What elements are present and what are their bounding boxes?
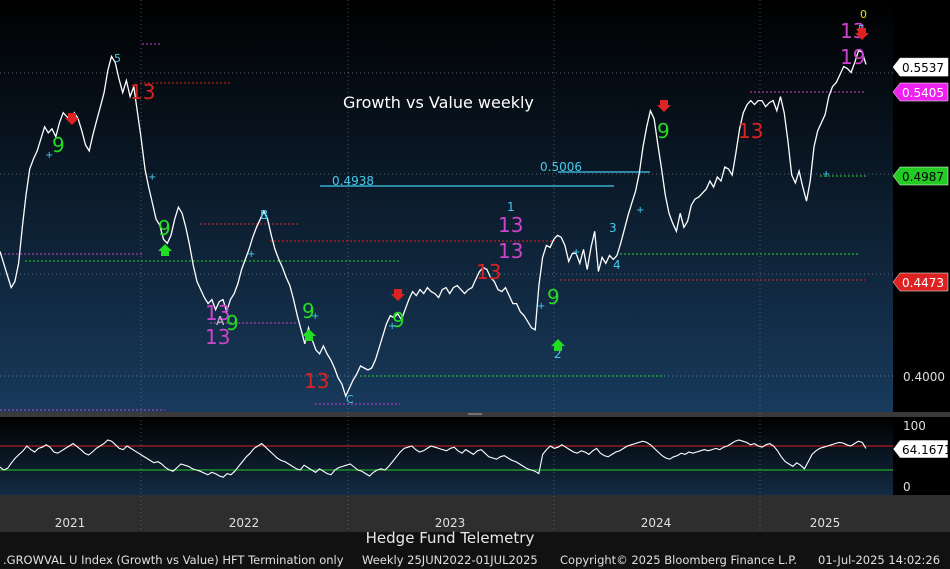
sell-arrow-3 [855,28,869,40]
annotation-24: 13 [738,119,763,143]
plus-marker-7: + [636,205,644,216]
chart-title: Growth vs Value weekly [343,93,534,112]
price-line [0,49,867,398]
x-axis-label-4: 2025 [810,516,841,530]
oscillator [0,439,893,478]
annotation-22: 4 [613,258,621,272]
footer-ticker: .GROWVAL U Index (Growth vs Value) HFT T… [3,553,344,567]
annotation-25: 0 [860,8,867,21]
plus-marker-0: + [45,150,53,161]
annotation-6: A [216,314,225,328]
annotation-14: 0.5006 [540,160,582,174]
annotation-10: 13 [304,369,329,393]
osc-line [0,439,867,478]
annotation-5: 13 [205,301,230,325]
price-marker-box-1 [892,82,949,102]
buy-arrow-0 [158,244,172,256]
annotation-20: 2 [554,347,562,361]
osc-last-box [892,439,949,459]
annotation-28: 19 [840,45,865,69]
price-marker-box-2 [892,166,949,186]
annotation-0: 9 [52,133,65,157]
x-axis-label-3: 2024 [641,516,672,530]
footer-line: .GROWVAL U Index (Growth vs Value) HFT T… [0,551,950,569]
annotation-13: 0.4938 [332,174,374,188]
level-lines [0,43,866,411]
x-axis-label-1: 2022 [229,516,260,530]
price-marker-label-3: 0.4473 [902,276,944,290]
osc-last-label: 64.1671 [902,443,950,457]
axes: 0.40000.55370.54050.49870.447310050064.1… [55,57,950,530]
plus-marker-2: + [247,249,255,260]
plus-marker-6: + [572,247,580,258]
sell-arrow-2 [657,100,671,112]
buy-arrow-2 [551,339,565,351]
price-marker-box-3 [892,272,949,292]
annotation-3: 9 [158,216,171,240]
annotation-9: 9 [302,299,315,323]
price-marker-label-0: 0.5537 [902,61,944,75]
annotation-7: 9 [226,311,239,335]
osc-tick-label-0: 100 [903,419,926,433]
annotation-23: 9 [657,119,670,143]
main-panel-bg [0,0,893,412]
x-axis-label-0: 2021 [55,516,86,530]
oscillator-panel-bg [0,417,893,495]
footer-timestamp: 01-Jul-2025 14:02:26 [818,553,941,567]
annotation-11: C [346,393,354,406]
footer-copyright: Copyright© 2025 Bloomberg Finance L.P. [560,553,797,567]
plus-marker-5: + [537,301,545,312]
sell-arrow-0 [65,113,79,125]
plus-marker-1: + [148,172,156,183]
annotation-16: 13 [498,213,523,237]
annotation-19: 9 [547,285,560,309]
annotation-1: 5 [114,52,121,65]
footer-range: Weekly 25JUN2022-01JUL2025 [362,553,538,567]
annotation-2: 13 [130,80,155,104]
annotation-12: 9 [392,308,405,332]
plus-marker-3: + [311,311,319,322]
date-axis-bg [0,495,950,532]
footer-caption: Hedge Fund Telemetry [365,529,535,547]
osc-tick-label-2: 0 [903,480,911,494]
annotation-15: 1 [507,200,515,214]
price-marker-label-1: 0.5405 [902,86,944,100]
sell-arrow-1 [391,289,405,301]
buy-arrow-1 [302,329,316,341]
x-axis-label-2: 2023 [435,516,466,530]
annotation-8: 13 [205,325,230,349]
annotation-17: 13 [498,239,523,263]
price-marker-box-0 [892,57,949,77]
plus-marker-8: + [822,169,830,180]
plus-marker-4: + [388,321,396,332]
annotation-4: B [260,208,268,222]
annotation-21: 3 [609,221,617,235]
price-marker-label-2: 0.4987 [902,170,944,184]
price-tick-label: 0.4000 [903,370,945,384]
annotation-18: 13 [476,260,501,284]
gridlines [0,0,893,532]
